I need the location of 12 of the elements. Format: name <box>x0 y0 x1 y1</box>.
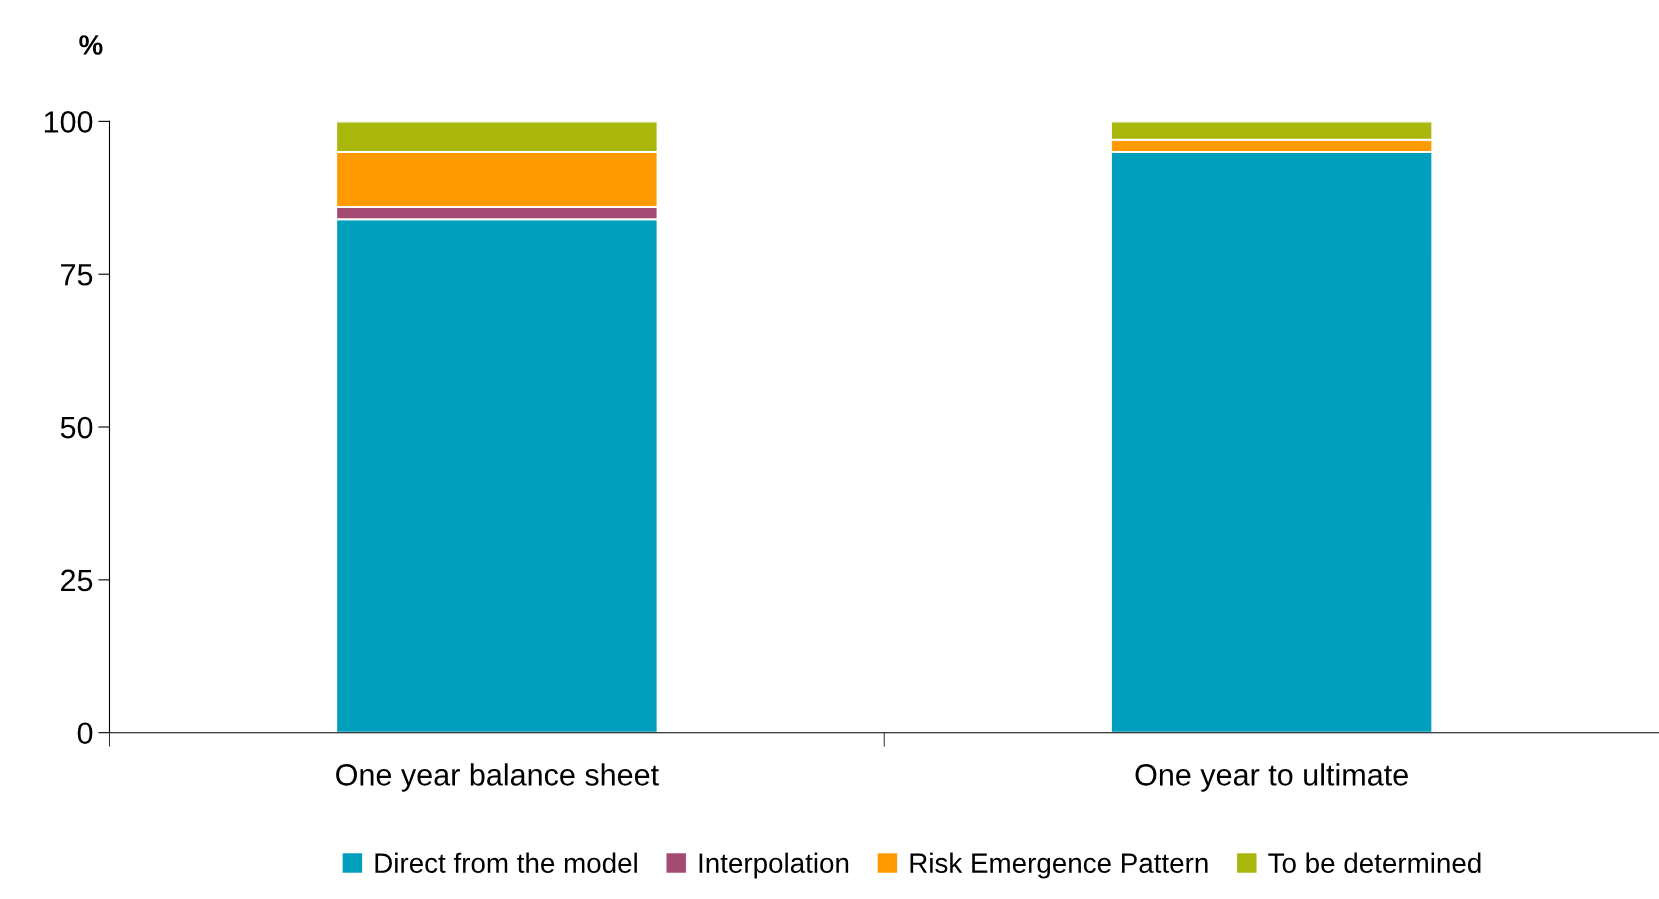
legend-label: Direct from the model <box>375 852 637 873</box>
y-tick-label: 75 <box>61 264 93 286</box>
y-tick-label: 50 <box>60 416 93 439</box>
y-tick-label: 100 <box>44 111 93 133</box>
legend-label: To be determined <box>1268 852 1481 873</box>
y-tick-label: 0 <box>77 722 93 745</box>
legend-label: Risk Emergence Pattern <box>910 852 1208 879</box>
y-axis-title: % <box>79 35 103 55</box>
x-tick-label: One year to ultimate <box>1135 763 1408 792</box>
legend-label: Interpolation <box>699 852 849 879</box>
y-tick-label: 25 <box>61 569 93 592</box>
x-tick-label: One year balance sheet <box>336 763 659 792</box>
